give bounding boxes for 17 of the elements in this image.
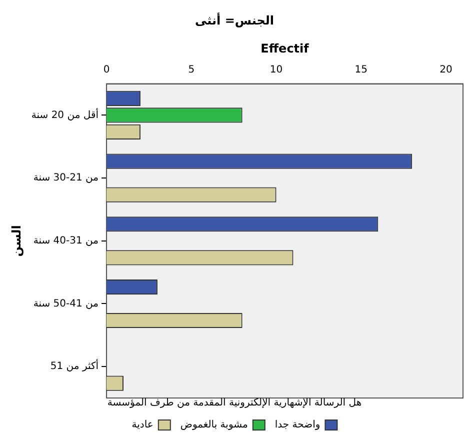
x-axis-title: Effectif xyxy=(260,42,310,56)
x-tick-label: 5 xyxy=(188,64,195,76)
x-tick-label: 10 xyxy=(270,64,283,76)
x-tick-label: 15 xyxy=(354,64,368,76)
x-tick-label: 20 xyxy=(440,64,452,76)
y-tick-label: أقل من 20 سنة xyxy=(31,108,99,121)
y-tick-label: من 21-30 سنة xyxy=(33,172,99,184)
legend-label: واضحة جدا xyxy=(274,420,320,431)
legend-label: مشوبة بالغموض xyxy=(180,420,248,431)
x-tick-label: 0 xyxy=(103,64,110,76)
y-tick-label: أكثر من 51 xyxy=(50,359,99,372)
chart-title: الجنس= أنثى xyxy=(194,12,274,28)
y-tick-label: من 41-50 سنة xyxy=(33,298,99,310)
legend-title: هل الرسالة الإشهارية الإلكترونية المقدمة من طرف المؤسسة xyxy=(107,398,362,409)
y-tick-label: من 31-40 سنة xyxy=(33,235,99,246)
legend-label: عادية xyxy=(132,420,154,431)
y-axis-title: السن xyxy=(9,225,24,257)
